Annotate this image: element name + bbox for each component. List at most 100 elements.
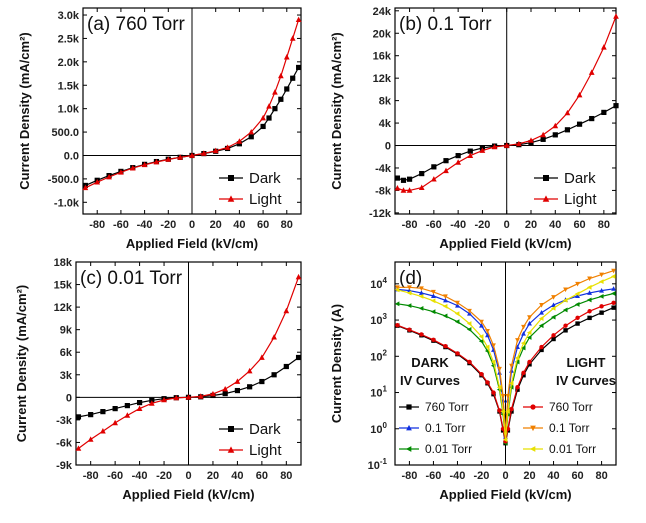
data-point xyxy=(148,400,155,406)
panel-c: -80 -60 -40 -20 0 20 40 60 80 -9k -6k -3k 0 3k 6k 9k 12k… xyxy=(14,257,302,502)
data-point xyxy=(100,428,106,434)
data-point xyxy=(598,293,604,299)
legend-label: Dark xyxy=(249,170,281,187)
x-tick-label: 0 xyxy=(502,470,508,482)
data-point xyxy=(455,153,461,159)
data-point xyxy=(540,136,546,142)
data-point xyxy=(467,359,472,365)
data-point xyxy=(539,310,544,315)
data-point xyxy=(210,390,216,397)
data-point xyxy=(431,289,436,295)
data-point xyxy=(521,373,526,378)
y-tick-label: 0.0 xyxy=(64,150,79,162)
data-point xyxy=(455,300,460,306)
y-tick-label: 0 xyxy=(385,141,391,153)
legend-marker xyxy=(406,404,412,410)
data-point xyxy=(515,385,520,390)
x-tick-label: -20 xyxy=(474,470,490,482)
data-point xyxy=(521,324,526,330)
x-tick-label: 80 xyxy=(595,470,607,482)
data-point xyxy=(575,321,580,326)
data-point xyxy=(601,109,607,116)
data-point xyxy=(185,394,192,400)
data-point xyxy=(100,409,106,415)
data-point xyxy=(430,176,437,182)
group-label-light-sub: IV Curves xyxy=(556,373,616,388)
legend: DARK IV Curves LIGHT IV Curves 760 Torr 0.1 T… xyxy=(399,355,616,456)
y-tick-label: 16k xyxy=(373,51,392,63)
data-point xyxy=(497,366,502,372)
data-point xyxy=(515,140,522,147)
data-point xyxy=(173,394,180,401)
data-point xyxy=(419,170,425,177)
data-point xyxy=(520,340,526,346)
y-tick-label: 8k xyxy=(379,96,392,108)
x-axis-label: Applied Field (kV/cm) xyxy=(439,487,571,502)
series-light xyxy=(75,273,302,451)
data-point xyxy=(418,184,425,190)
data-point xyxy=(587,315,592,321)
data-point xyxy=(527,359,532,365)
data-point xyxy=(587,309,592,314)
panel-title: (d) xyxy=(399,268,422,289)
data-point xyxy=(266,115,272,121)
data-point xyxy=(431,293,436,299)
data-point xyxy=(598,279,604,285)
data-point xyxy=(467,152,474,158)
y-tick-label: -500.0 xyxy=(48,174,79,186)
data-point xyxy=(539,344,544,350)
y-tick-label: 3.0k xyxy=(58,10,80,22)
data-point xyxy=(75,445,82,451)
data-point xyxy=(485,328,490,334)
data-point xyxy=(514,359,520,365)
x-tick-label: -80 xyxy=(402,219,418,231)
data-point xyxy=(599,304,604,309)
data-point xyxy=(394,301,400,307)
data-point xyxy=(289,35,296,41)
data-point xyxy=(200,150,207,156)
data-point xyxy=(406,176,413,182)
data-point xyxy=(478,338,484,344)
x-tick-label: -80 xyxy=(89,219,105,231)
y-tick-label: 4k xyxy=(379,118,392,130)
x-tick-label: -40 xyxy=(137,219,153,231)
data-point xyxy=(491,343,496,349)
data-point xyxy=(588,69,595,75)
data-point xyxy=(485,380,490,385)
data-point xyxy=(165,156,172,162)
series-light xyxy=(394,13,619,193)
data-point xyxy=(406,290,412,296)
data-point xyxy=(234,387,241,394)
data-point xyxy=(505,394,511,399)
x-tick-label: -60 xyxy=(425,470,441,482)
data-point xyxy=(246,367,253,374)
data-point xyxy=(418,293,424,299)
data-point xyxy=(562,297,568,303)
data-point xyxy=(479,323,484,328)
data-point xyxy=(406,285,412,290)
data-point xyxy=(551,333,556,338)
data-point xyxy=(562,307,568,313)
y-tick-label: 12k xyxy=(54,302,73,314)
data-point xyxy=(586,284,592,290)
data-point xyxy=(509,363,514,369)
data-point xyxy=(161,396,167,403)
data-point xyxy=(197,393,204,399)
data-point xyxy=(430,298,436,304)
data-point xyxy=(455,159,462,165)
y-tick-label: 500.0 xyxy=(51,127,79,139)
data-point xyxy=(247,384,253,390)
data-point xyxy=(610,274,616,279)
y-tick-label: -3k xyxy=(56,415,73,427)
data-point xyxy=(248,128,255,135)
x-tick-label: -40 xyxy=(450,470,466,482)
data-point xyxy=(442,303,448,309)
data-point xyxy=(575,293,580,299)
legend-marker xyxy=(530,404,536,410)
x-tick-label: 40 xyxy=(233,219,245,231)
data-point xyxy=(394,287,400,293)
data-point xyxy=(576,91,583,98)
data-point xyxy=(587,276,592,282)
data-point xyxy=(550,314,556,320)
legend-marker xyxy=(529,446,536,452)
